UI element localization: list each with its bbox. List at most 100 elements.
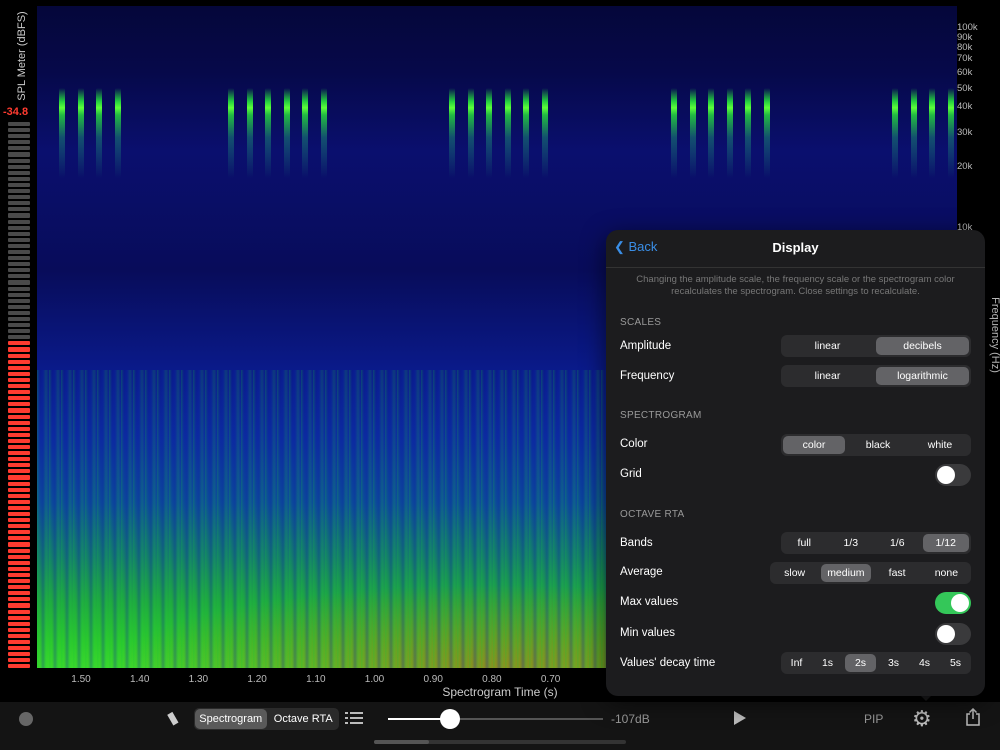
spl-meter-segment [8, 621, 30, 626]
grid-toggle[interactable] [935, 464, 971, 486]
min-values-toggle[interactable] [935, 623, 971, 645]
frequency-tick: 100k [957, 22, 978, 33]
spl-meter-segment [8, 615, 30, 620]
spl-meter-segment [8, 542, 30, 547]
option-logarithmic[interactable]: logarithmic [876, 367, 969, 385]
frequency-label: Frequency [620, 370, 675, 382]
time-tick: 1.50 [71, 674, 91, 685]
gear-icon[interactable]: ⚙ [912, 706, 932, 731]
option-color[interactable]: color [783, 436, 845, 454]
option-medium[interactable]: medium [821, 564, 871, 582]
record-button[interactable] [19, 712, 33, 726]
time-tick: 1.10 [306, 674, 326, 685]
spectral-burst [671, 88, 677, 178]
color-label: Color [620, 438, 648, 450]
option-none[interactable]: none [934, 567, 959, 579]
spl-meter-segment [8, 158, 30, 163]
list-icon[interactable] [345, 711, 363, 725]
amplitude-selector[interactable]: linear decibels [781, 335, 971, 357]
back-button[interactable]: ❮ Back [614, 239, 657, 255]
time-tick: 1.00 [364, 674, 385, 685]
spl-meter-segment [8, 664, 30, 669]
option-slow[interactable]: slow [784, 567, 806, 579]
bands-selector[interactable]: full 1/3 1/6 1/12 [781, 532, 971, 554]
popover-title: Display [772, 240, 819, 255]
spectral-burst [449, 88, 455, 178]
option-1s[interactable]: 1s [821, 657, 834, 669]
spl-meter-segment [8, 317, 30, 322]
share-icon[interactable] [965, 708, 981, 726]
spectral-burst [265, 88, 271, 178]
scroll-indicator-thumb [374, 740, 429, 744]
spl-meter-segment [8, 377, 30, 383]
spl-meter-segment [8, 603, 30, 608]
spl-meter-segment [8, 304, 30, 309]
option-linear[interactable]: linear [814, 340, 841, 352]
spl-meter-segment [8, 646, 30, 651]
option-5s[interactable]: 5s [949, 657, 962, 669]
spl-meter-segment [8, 237, 30, 242]
frequency-tick: 60k [957, 67, 973, 78]
spl-meter-segment [8, 298, 30, 303]
spl-meter-segment [8, 639, 30, 645]
spl-meter-segment [8, 176, 30, 181]
spl-meter-segment [8, 146, 30, 151]
frequency-tick: 80k [957, 42, 973, 53]
spectral-burst [302, 88, 308, 178]
option-2s[interactable]: 2s [845, 654, 876, 672]
average-label: Average [620, 566, 663, 578]
pip-button[interactable]: PIP [864, 712, 884, 726]
option-1-12[interactable]: 1/12 [922, 534, 969, 552]
spl-meter-bars [8, 122, 30, 669]
spectral-burst [283, 88, 290, 178]
spectral-burst [486, 88, 492, 178]
spl-meter-segment [8, 499, 30, 504]
spl-meter-segment [8, 365, 30, 370]
spectral-burst [77, 88, 84, 178]
average-selector[interactable]: slow medium fast none [770, 562, 971, 584]
gain-slider-knob[interactable] [440, 709, 461, 729]
spl-meter-segment [8, 207, 30, 212]
spl-meter-segment [8, 408, 30, 413]
option-linear[interactable]: linear [814, 370, 841, 382]
spl-meter-segment [8, 262, 30, 267]
view-spectrogram-button[interactable]: Spectrogram [195, 709, 267, 729]
spectral-burst [708, 88, 714, 178]
frequency-scale-selector[interactable]: linear logarithmic [781, 365, 971, 387]
view-mode-selector[interactable]: Spectrogram Octave RTA [194, 708, 339, 730]
option-inf[interactable]: Inf [790, 657, 803, 669]
frequency-tick: 30k [957, 127, 973, 138]
spl-meter-segment [8, 268, 30, 273]
option-fast[interactable]: fast [888, 567, 906, 579]
spectral-burst [467, 88, 474, 178]
view-octave-rta-button[interactable]: Octave RTA [273, 713, 333, 725]
spl-meter-segment [8, 633, 30, 638]
frequency-tick: 70k [957, 53, 973, 64]
max-values-toggle[interactable] [935, 592, 971, 614]
option-1-6[interactable]: 1/6 [889, 537, 905, 549]
spl-meter-segment [8, 627, 30, 632]
spectral-burst [523, 88, 529, 178]
color-selector[interactable]: color black white [781, 434, 971, 456]
play-icon[interactable] [734, 711, 746, 725]
option-3s[interactable]: 3s [887, 657, 900, 669]
spectral-burst [892, 88, 898, 178]
option-1-3[interactable]: 1/3 [843, 537, 859, 549]
option-full[interactable]: full [797, 537, 811, 549]
spl-meter-segment [8, 536, 30, 541]
time-tick: 1.30 [188, 674, 209, 685]
spectral-burst [910, 88, 917, 178]
spectral-burst [320, 88, 327, 178]
decay-time-selector[interactable]: Inf 1s 2s 3s 4s 5s [781, 652, 971, 674]
spl-meter-segment [8, 384, 30, 389]
option-black[interactable]: black [865, 439, 891, 451]
spl-meter-segment [8, 554, 30, 559]
spl-meter-segment [8, 444, 30, 450]
option-decibels[interactable]: decibels [876, 337, 969, 355]
gain-slider-track[interactable] [388, 718, 603, 720]
option-4s[interactable]: 4s [918, 657, 931, 669]
spl-meter-segment [8, 426, 30, 431]
spectral-burst [246, 88, 253, 178]
option-white[interactable]: white [927, 439, 953, 451]
time-tick: 1.20 [247, 674, 267, 685]
